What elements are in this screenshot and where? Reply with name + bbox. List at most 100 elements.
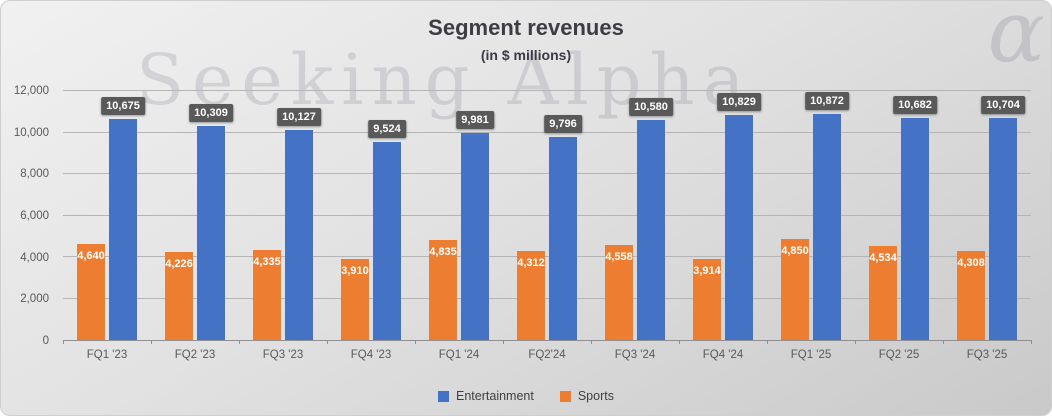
value-label: 10,127 (277, 107, 321, 126)
bar-sports: 4,308 (957, 250, 985, 340)
bar-sports: 4,640 (77, 243, 105, 340)
bar-sports: 4,534 (869, 245, 897, 340)
chart-title: Segment revenues (428, 15, 624, 40)
x-axis-label: FQ2 '25 (878, 349, 920, 361)
x-axis-label: FQ2'24 (528, 349, 566, 361)
value-label: 9,981 (456, 110, 494, 129)
value-label: 9,796 (544, 114, 582, 133)
legend-item-sports: Sports (559, 389, 614, 403)
value-label: 4,835 (429, 245, 457, 258)
value-label: 4,534 (869, 251, 897, 264)
value-label: 9,524 (368, 120, 406, 139)
x-axis-label: FQ1 '25 (790, 349, 832, 361)
bar-entertainment: 10,127 (277, 107, 321, 340)
bar-entertainment: 10,675 (101, 96, 145, 340)
bar-entertainment: 10,580 (629, 98, 673, 340)
y-axis: 0 2,000 4,000 6,000 8,000 10,000 12,000 (1, 85, 55, 347)
value-label: 10,580 (629, 98, 673, 117)
gridline (63, 90, 1031, 91)
bar-entertainment: 10,872 (805, 92, 849, 340)
value-label: 4,640 (77, 249, 105, 262)
bar-group: 4,308 10,704 FQ3 '25 (943, 91, 1031, 361)
axis-tick (679, 340, 680, 344)
alpha-symbol-watermark: α (987, 0, 1045, 82)
bar-sports: 4,312 (517, 250, 545, 340)
value-label: 4,312 (517, 256, 545, 269)
gridline (63, 214, 1031, 216)
legend-label: Sports (577, 389, 614, 403)
value-label: 4,308 (957, 256, 985, 269)
axis-tick (239, 340, 240, 344)
bar-entertainment: 10,704 (981, 95, 1025, 340)
value-label: 3,910 (341, 264, 369, 277)
gridline (63, 173, 1031, 174)
value-label: 10,704 (981, 95, 1025, 114)
legend: Entertainment Sports (1, 389, 1051, 403)
bar-group: 4,640 10,675 FQ1 '23 (63, 91, 151, 361)
axis-tick (1031, 340, 1032, 344)
legend-item-entertainment: Entertainment (438, 389, 534, 403)
value-label: 4,226 (165, 258, 193, 271)
bar-entertainment: 9,524 (368, 120, 406, 340)
bar-group: 3,914 10,829 FQ4 '24 (679, 91, 767, 361)
bar-group: 4,835 9,981 FQ1 '24 (415, 91, 503, 361)
y-axis-label: 0 (42, 335, 49, 347)
bar-entertainment: 10,682 (893, 96, 937, 340)
gridline (63, 297, 1031, 299)
y-axis-label: 4,000 (20, 251, 49, 264)
x-axis-label: FQ3 '25 (966, 349, 1008, 361)
bar-group: 4,534 10,682 FQ2 '25 (855, 91, 943, 361)
axis-tick (63, 340, 64, 344)
axis-tick (591, 340, 592, 344)
y-axis-label: 10,000 (13, 126, 49, 139)
axis-tick (943, 340, 944, 344)
axis-tick (151, 340, 152, 344)
x-axis-label: FQ2 '23 (174, 349, 216, 361)
axis-tick (415, 340, 416, 344)
axis-tick (327, 340, 328, 344)
bar-sports: 4,226 (165, 252, 193, 340)
bar-sports: 3,914 (693, 258, 721, 340)
bar-sports: 3,910 (341, 258, 369, 340)
legend-label: Entertainment (456, 389, 534, 403)
bar-sports: 4,335 (253, 250, 281, 340)
gridline (63, 256, 1031, 257)
bar-group: 4,226 10,309 FQ2 '23 (151, 91, 239, 361)
value-label: 10,829 (717, 93, 761, 112)
axis-tick (855, 340, 856, 344)
x-axis-label: FQ1 '24 (438, 349, 480, 361)
y-axis-label: 6,000 (20, 210, 49, 222)
value-label: 4,335 (253, 256, 281, 269)
y-axis-label: 12,000 (13, 85, 49, 97)
legend-swatch-sports (559, 390, 571, 402)
value-label: 10,309 (189, 104, 233, 123)
x-axis-label: FQ4 '23 (350, 349, 392, 361)
bar-group: 4,850 10,872 FQ1 '25 (767, 91, 855, 361)
value-label: 10,675 (101, 96, 145, 115)
y-axis-label: 2,000 (20, 293, 49, 306)
bar-sports: 4,558 (605, 245, 633, 340)
legend-swatch-entertainment (438, 390, 450, 402)
y-axis-label: 8,000 (20, 168, 49, 181)
bar-sports: 4,850 (781, 239, 809, 340)
bar-entertainment: 10,829 (717, 93, 761, 340)
axis-tick (503, 340, 504, 344)
bar-group: 4,558 10,580 FQ3 '24 (591, 91, 679, 361)
x-axis-label: FQ1 '23 (86, 349, 128, 361)
x-axis-label: FQ4 '24 (702, 349, 744, 361)
bar-group: 4,312 9,796 FQ2'24 (503, 91, 591, 361)
bar-group: 4,335 10,127 FQ3 '23 (239, 91, 327, 361)
bar-entertainment: 9,796 (544, 114, 582, 340)
bar-group: 3,910 9,524 FQ4 '23 (327, 91, 415, 361)
x-axis-label: FQ3 '23 (262, 349, 304, 361)
value-label: 4,850 (781, 245, 809, 258)
bar-sports: 4,835 (429, 239, 457, 340)
value-label: 10,682 (893, 96, 937, 115)
bar-entertainment: 9,981 (456, 110, 494, 340)
x-axis-label: FQ3 '24 (614, 349, 656, 361)
value-label: 3,914 (693, 264, 721, 277)
bar-entertainment: 10,309 (189, 104, 233, 340)
value-label: 10,872 (805, 92, 849, 111)
value-label: 4,558 (605, 251, 633, 264)
